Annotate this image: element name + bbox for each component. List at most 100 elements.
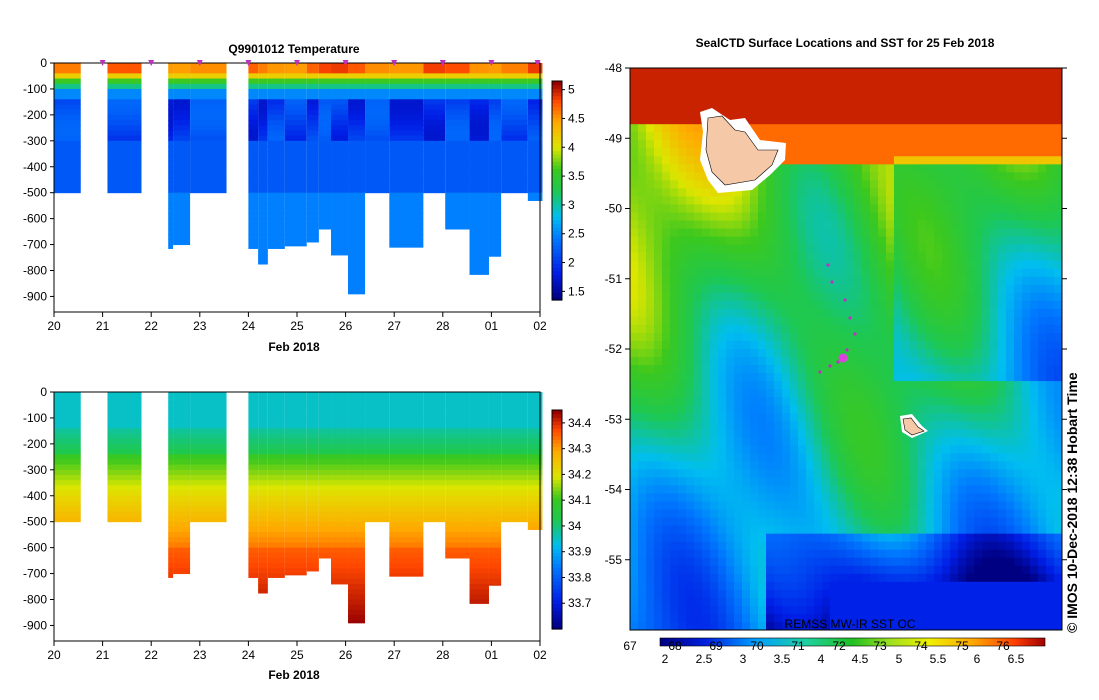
profile-cell [331,229,349,235]
profile-cell [348,140,366,147]
sst-cell [702,541,711,551]
sst-cell [942,405,951,414]
sst-cell [862,324,871,334]
sst-cell [1022,413,1031,422]
sst-cell [926,188,935,197]
sst-cell [790,557,799,567]
profile-cell [306,218,319,225]
profile-cell [331,125,349,131]
sst-cell [822,429,831,438]
profile-cell [445,99,470,105]
sst-cell [710,292,719,302]
profile-cell [331,146,349,152]
sst-cell [870,268,879,278]
sst-cell [966,268,975,278]
x-tick-label: 22 [145,319,159,333]
profile-cell [107,423,142,429]
sst-cell [750,292,759,302]
sst-cell [1030,252,1039,262]
sst-cell [974,533,983,543]
profile-cell [107,88,142,95]
sst-cell [902,164,911,173]
profile-cell [423,104,446,111]
sst-cell [846,421,855,430]
profile-cell [389,532,424,538]
sst-cell [966,308,975,318]
sst-cell [630,469,639,478]
sst-cell [942,316,951,326]
sst-cell [646,549,655,559]
sst-cell [894,324,903,334]
sst-cell [846,180,855,189]
sst-cell [982,381,991,390]
profile-cell [527,516,543,523]
sst-cell [950,84,959,93]
sst-cell [1030,389,1039,398]
sst-cell [950,461,959,470]
sst-cell [726,324,735,334]
profile-cell [469,469,489,476]
sst-cell [630,284,639,294]
sst-cell [694,324,703,334]
profile-cell [488,151,502,157]
sst-cell [1054,204,1063,214]
sst-cell [654,332,663,342]
sst-cell [1006,284,1015,294]
profile-cell [423,433,446,440]
sst-cell [734,421,743,430]
sst-cell [982,429,991,438]
sst-cell [1022,493,1031,503]
profile-cell [389,573,424,577]
sst-cell [942,365,951,374]
sst-cell [790,156,799,165]
sst-cell [742,541,751,551]
profile-cell [284,73,307,80]
profile-cell [190,397,227,403]
sst-cell [918,557,927,567]
colorbar-step [552,457,562,462]
profile-cell [527,526,543,530]
profile-cell [306,428,319,434]
sst-cell [950,180,959,189]
sst-cell [830,541,839,551]
sst-cell [1030,541,1039,551]
sst-cell [1054,405,1063,414]
sst-cell [806,292,815,302]
sst-cell [638,300,647,310]
sst-cell [1022,469,1031,478]
profile-cell [445,151,470,157]
sst-cell [910,148,919,157]
sst-cell [766,260,775,270]
sst-cell [646,260,655,270]
sst-cell [878,204,887,214]
sst-cell [942,148,951,157]
sst-cell [798,188,807,197]
profile-cell [190,94,227,100]
sst-cell [830,437,839,446]
colorbar-step [552,420,562,426]
sst-cell [774,397,783,406]
colorbar-step [552,599,562,605]
sst-cell [726,332,735,342]
colorbar-step [552,603,562,608]
sst-cell [702,76,711,85]
sst-cell [902,108,911,117]
sst-cell [750,437,759,446]
sst-cell [838,349,847,358]
profile-cell [267,485,285,492]
sst-cell [790,132,799,141]
profile-cell [267,208,285,214]
sst-cell [1030,156,1039,165]
sst-cell [918,365,927,374]
sst-cell [758,437,767,446]
sst-cell [926,220,935,230]
profile-cell [267,454,285,460]
sst-cell [1054,557,1063,567]
sst-cell [750,220,759,230]
sst-cell [814,156,823,165]
profile-cell [331,151,349,157]
sst-cell [678,525,687,535]
profile-cell [173,568,191,575]
colorbar-step [552,248,562,254]
